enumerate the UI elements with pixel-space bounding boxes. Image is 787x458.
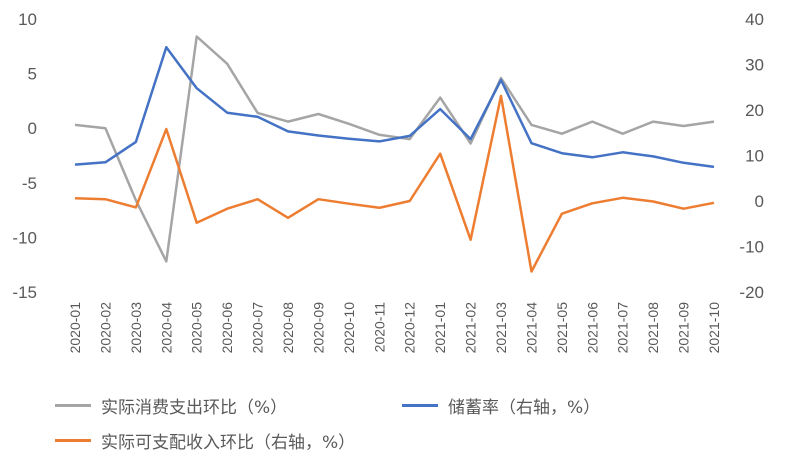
right-tick-label: 30 [745,56,764,75]
left-tick-label: 5 [28,65,37,84]
line-consumption [74,35,715,263]
left-axis-ticks: 10 5 0 -5 -10 -15 [12,10,37,302]
x-tick-label: 2021-06 [584,302,600,354]
x-tick-label: 2021-10 [706,302,722,354]
x-tick-label: 2021-07 [615,302,631,354]
left-tick-label: -15 [12,283,37,302]
left-tick-label: -5 [22,174,37,193]
x-tick-label: 2020-05 [189,302,205,354]
legend-label-consumption: 实际消费支出环比（%） [101,398,288,418]
x-tick-label: 2020-12 [402,302,418,354]
legend-item-consumption: 实际消费支出环比（%） [55,393,287,418]
x-axis-ticks: 2020-01 2020-02 2020-03 2020-04 2020-05 2020-… [67,302,722,354]
x-tick-label: 2021-05 [554,302,570,354]
right-tick-label: -10 [739,238,764,257]
x-tick-label: 2020-01 [67,302,83,354]
x-tick-label: 2020-10 [341,302,357,354]
line-savings-rate [74,45,715,169]
left-tick-label: 10 [18,10,37,29]
right-tick-label: 10 [745,147,764,166]
left-tick-label: -10 [12,228,37,247]
x-tick-label: 2020-09 [310,302,326,354]
x-tick-label: 2020-08 [280,302,296,354]
left-tick-label: 0 [28,119,37,138]
x-tick-label: 2020-03 [128,302,144,354]
x-tick-label: 2020-07 [250,302,266,354]
legend-swatch-income [55,439,91,442]
x-tick-label: 2020-06 [219,302,235,354]
right-tick-label: 40 [745,10,764,29]
legend-label-income: 实际可支配收入环比（右轴，%） [101,433,356,453]
x-tick-label: 2021-02 [463,302,479,354]
legend-item-savings: 储蓄率（右轴，%） [402,393,600,418]
x-tick-label: 2021-09 [676,302,692,354]
legend-item-income: 实际可支配收入环比（右轴，%） [55,428,355,453]
series-lines [74,35,715,273]
right-tick-label: -20 [739,283,764,302]
x-tick-label: 2020-02 [97,302,113,354]
right-axis-ticks: 40 30 20 10 0 -10 -20 [739,10,764,302]
x-tick-label: 2020-11 [371,302,387,353]
legend-swatch-consumption [55,404,91,407]
line-disposable-income [74,94,715,273]
x-tick-label: 2020-04 [158,302,174,354]
right-tick-label: 20 [745,101,764,120]
x-tick-label: 2021-08 [645,302,661,354]
legend-label-savings: 储蓄率（右轴，%） [448,398,601,418]
x-tick-label: 2021-04 [523,302,539,354]
x-tick-label: 2021-01 [432,302,448,354]
x-tick-label: 2021-03 [493,302,509,354]
legend-swatch-savings [402,404,438,407]
right-tick-label: 0 [755,192,764,211]
